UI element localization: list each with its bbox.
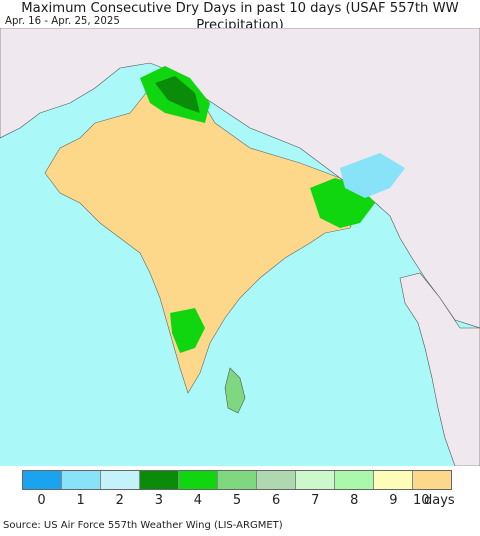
legend-label: 8 xyxy=(350,493,359,508)
date-range: Apr. 16 - Apr. 25, 2025 xyxy=(5,16,120,27)
legend-label: 10 xyxy=(412,493,430,508)
sri-lanka xyxy=(224,367,246,414)
legend-swatch xyxy=(296,471,335,489)
legend-label: 1 xyxy=(76,493,85,508)
legend-label: 7 xyxy=(311,493,320,508)
legend-label: 0 xyxy=(37,493,46,508)
legend-swatch xyxy=(257,471,296,489)
legend-labels: 0 1 2 3 4 5 6 7 8 9 10 xyxy=(22,493,452,511)
map-canvas xyxy=(0,28,480,466)
legend-label: 3 xyxy=(154,493,163,508)
legend-swatch xyxy=(101,471,140,489)
legend-label: 4 xyxy=(193,493,203,508)
precipitation-map xyxy=(0,28,480,466)
himalaya-darker-zone xyxy=(155,76,200,113)
subcontinent-dry-land xyxy=(44,77,361,394)
source-credit: Source: US Air Force 557th Weather Wing … xyxy=(3,520,283,531)
legend-swatch xyxy=(23,471,62,489)
legend-swatch xyxy=(140,471,179,489)
legend-swatch xyxy=(335,471,374,489)
legend-label: 2 xyxy=(115,493,124,508)
legend-label: 5 xyxy=(232,493,242,508)
outside-land-southeast xyxy=(399,272,480,466)
legend-swatch xyxy=(179,471,218,489)
legend-label: 6 xyxy=(271,493,281,508)
legend-swatch xyxy=(413,471,451,489)
legend-units: days xyxy=(424,493,455,508)
legend-swatch xyxy=(374,471,413,489)
legend-swatch xyxy=(218,471,257,489)
legend-swatch xyxy=(62,471,101,489)
southwest-wet-zone xyxy=(170,308,205,353)
legend-label: 9 xyxy=(389,493,398,508)
legend-colorbar xyxy=(22,470,452,490)
northeast-blue-zone xyxy=(340,153,405,198)
